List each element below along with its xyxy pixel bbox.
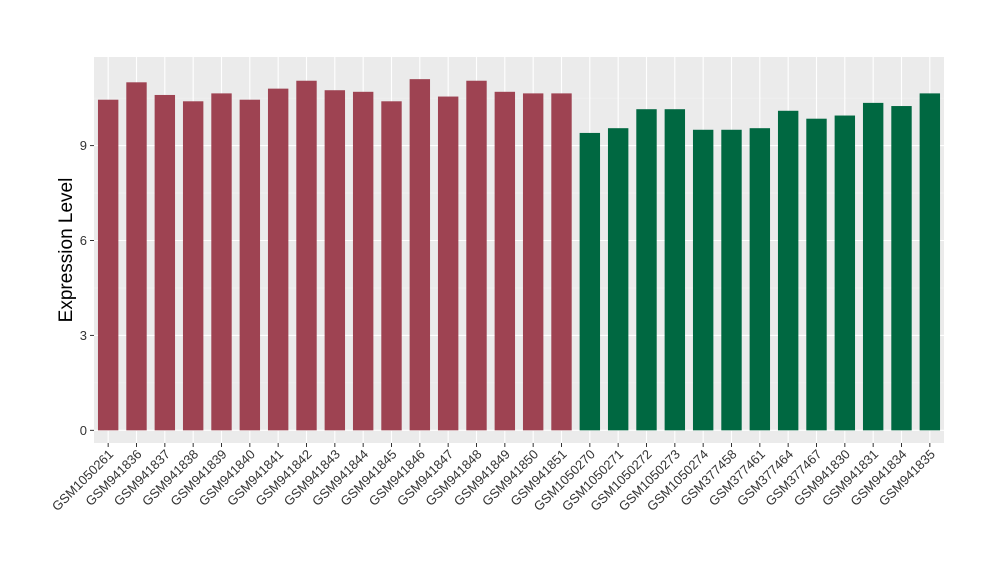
bar-GSM941831: [862, 102, 884, 431]
y-axis: 0 3 6 9: [80, 138, 94, 438]
bar-GSM941844: [352, 91, 374, 431]
bar-GSM941834: [891, 106, 912, 431]
bar-GSM941850: [522, 93, 544, 431]
bar-GSM941845: [381, 101, 402, 431]
y-tick-label: 3: [80, 328, 87, 343]
bar-GSM1050270: [579, 132, 601, 431]
bar-GSM377461: [749, 128, 771, 431]
y-tick-label: 9: [80, 138, 87, 153]
bar-GSM941836: [126, 82, 147, 431]
bar-GSM1050274: [692, 129, 714, 431]
y-tick-label: 0: [80, 423, 87, 438]
bar-GSM377464: [777, 110, 799, 431]
bar-GSM1050261: [97, 99, 119, 431]
bar-GSM941848: [466, 80, 487, 431]
bar-GSM941851: [551, 93, 572, 431]
bar-GSM1050273: [664, 109, 686, 431]
bar-GSM1050271: [607, 128, 629, 431]
bar-GSM1050272: [636, 109, 657, 431]
bar-GSM941841: [267, 88, 289, 431]
bar-GSM941837: [154, 94, 176, 431]
bar-GSM941838: [182, 101, 204, 431]
bar-GSM941842: [296, 80, 317, 431]
y-tick-label: 6: [80, 233, 87, 248]
bar-GSM941846: [409, 79, 431, 431]
bar-GSM941830: [834, 115, 856, 431]
bar-GSM941847: [437, 96, 459, 431]
bar-GSM377458: [721, 129, 742, 431]
bar-GSM941843: [324, 90, 346, 431]
bar-GSM941840: [239, 99, 261, 431]
y-axis-title: Expression Level: [56, 178, 77, 323]
bar-GSM377467: [806, 118, 827, 431]
bars: [97, 79, 941, 431]
bar-GSM941839: [211, 93, 232, 431]
plot-panel: [94, 57, 944, 443]
x-axis: GSM1050261GSM941836GSM941837GSM941838GSM…: [49, 443, 938, 514]
bar-GSM941849: [494, 91, 516, 431]
bar-GSM941835: [919, 93, 941, 431]
